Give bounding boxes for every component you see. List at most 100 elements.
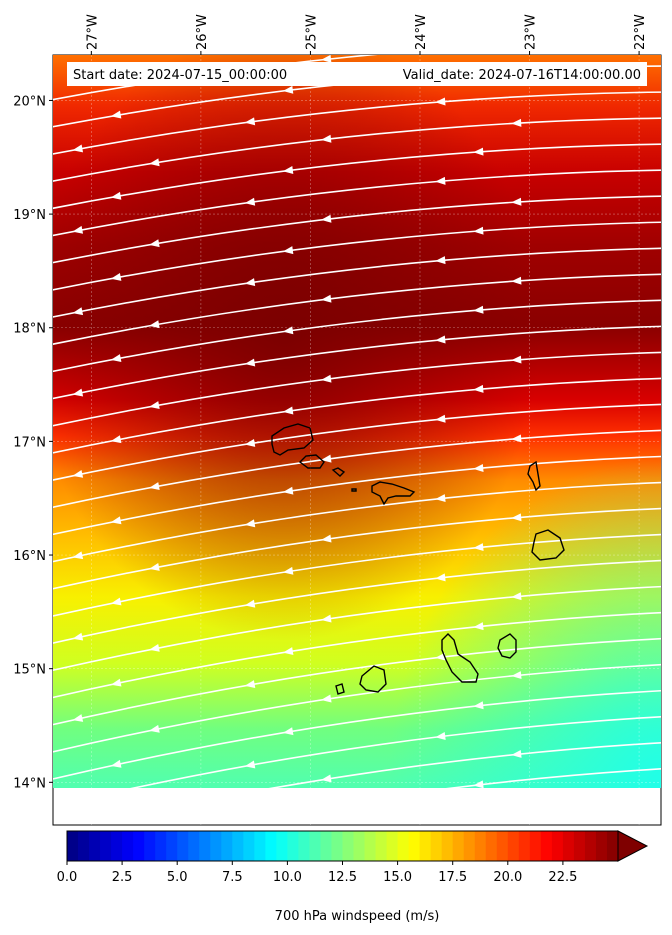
island-santo-antao (271, 423, 314, 456)
colorbar-band (100, 831, 112, 861)
streamline (53, 637, 661, 726)
streamline-arrow (72, 714, 84, 722)
streamline (53, 143, 661, 210)
colorbar-band (67, 831, 79, 861)
streamline-arrow (435, 335, 446, 344)
streamline (53, 325, 661, 400)
colorbar-tick-label: 20.0 (493, 870, 522, 885)
streamline-arrow (435, 652, 446, 661)
streamline-arrow (511, 434, 522, 443)
streamlines (53, 55, 661, 788)
streamline-arrow (473, 384, 484, 393)
lat-tick-label: 19°N (13, 208, 46, 223)
streamline-arrow (244, 278, 256, 287)
colorbar-tick-label: 7.5 (222, 870, 243, 885)
streamline (53, 273, 661, 345)
lat-tick-label: 15°N (13, 663, 46, 678)
colorbar-band (441, 831, 454, 861)
streamline-arrow (244, 117, 256, 126)
colorbar-tick-labels: 0.0 2.5 5.0 7.5 10.0 12.5 15.0 17.5 20.0 22.5 (57, 861, 577, 885)
colorbar: 0.0 2.5 5.0 7.5 10.0 12.5 15.0 17.5 20.0 22.5 700… (57, 830, 649, 924)
colorbar-band (331, 831, 343, 861)
colorbar-band (507, 831, 520, 861)
streamline-arrow (321, 614, 332, 623)
streamline-arrow (110, 516, 122, 525)
streamline-arrow (110, 678, 122, 687)
streamline (53, 611, 661, 699)
streamline-arrow (321, 534, 332, 543)
streamline-arrow (149, 724, 160, 733)
colorbar-band (188, 831, 200, 861)
streamline-arrow (110, 435, 122, 444)
streamline-arrow (282, 406, 294, 415)
streamline-arrow (244, 680, 256, 689)
island-branco (351, 488, 357, 492)
streamline (53, 247, 661, 318)
colorbar-band (397, 831, 410, 861)
lat-tick-label: 16°N (13, 549, 46, 564)
streamline-arrow (435, 573, 446, 582)
lon-tick-label: 23°W (524, 14, 539, 50)
colorbar-tick-label: 5.0 (167, 870, 188, 885)
streamline-arrow (473, 622, 484, 631)
streamline-arrow (473, 780, 484, 788)
island-fogo (359, 665, 387, 693)
colorbar-band (342, 831, 355, 861)
colorbar-band (551, 831, 564, 861)
streamline-arrow (149, 320, 160, 329)
streamline-arrow (72, 632, 84, 641)
streamline-arrow (72, 144, 84, 153)
colorbar-band (133, 831, 145, 861)
streamline (53, 221, 661, 291)
colorbar-band (199, 831, 211, 861)
colorbar-band (309, 831, 321, 861)
streamline-arrow (110, 759, 122, 768)
streamline-arrow (435, 732, 446, 740)
colorbar-band (584, 831, 597, 861)
colorbar-band (243, 831, 255, 861)
streamline-arrow (511, 671, 522, 680)
streamline-arrow (282, 166, 294, 174)
colorbar-band (353, 831, 366, 861)
streamline (53, 377, 661, 454)
streamline-arrow (110, 597, 122, 606)
streamline-arrow (244, 519, 256, 528)
streamline (53, 481, 661, 563)
streamline-arrow (435, 97, 446, 106)
colorbar-band (166, 831, 178, 861)
island-sao-nicolau (371, 481, 416, 506)
streamline-arrow (244, 438, 256, 447)
streamline (53, 195, 661, 264)
streamline (53, 663, 661, 753)
streamline-arrow (321, 374, 332, 383)
colorbar-tick-label: 15.0 (383, 870, 412, 885)
colorbar-band (221, 831, 233, 861)
colorbar-band (210, 831, 222, 861)
streamline-arrow (435, 414, 446, 423)
island-sal (527, 460, 541, 492)
streamline-arrow (282, 647, 294, 655)
streamline-arrow (321, 214, 332, 223)
streamline-arrow (473, 701, 484, 710)
streamline-arrow (511, 197, 522, 206)
streamline-arrow (282, 727, 294, 736)
streamline-arrow (321, 694, 332, 703)
streamline (268, 742, 661, 788)
colorbar-band (375, 831, 388, 861)
streamline-arrow (321, 454, 332, 463)
colorbar-band (276, 831, 288, 861)
streamline (53, 429, 661, 509)
streamline (53, 299, 661, 373)
lon-tick-label: 22°W (633, 14, 648, 50)
colorbar-band (463, 831, 476, 861)
streamline-arrow (282, 85, 294, 94)
colorbar-band (485, 831, 498, 861)
streamline-arrow (511, 749, 522, 758)
colorbar-band (529, 831, 542, 861)
streamline (446, 768, 661, 788)
colorbar-band (606, 831, 619, 861)
colorbar-extend-arrow (617, 830, 649, 862)
colorbar-band (419, 831, 432, 861)
lon-tick-label: 25°W (304, 14, 319, 50)
